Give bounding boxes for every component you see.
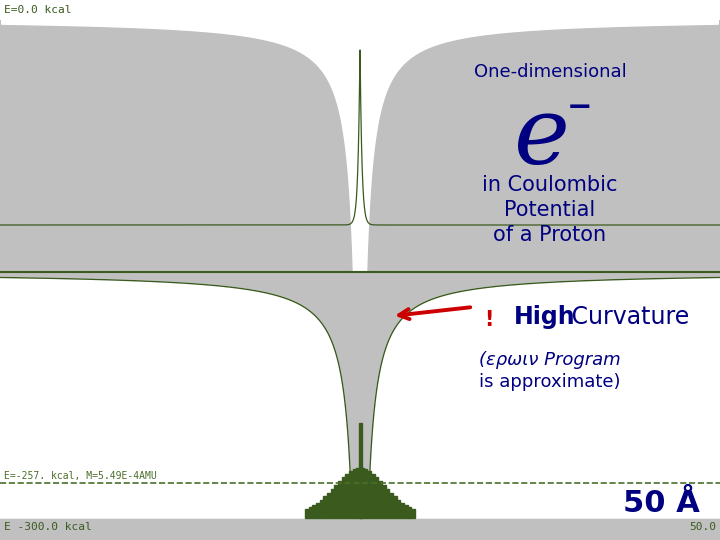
Bar	[0, 20, 720, 272]
Bar	[335, 485, 338, 518]
Text: (ερωιν Program: (ερωιν Program	[480, 351, 621, 369]
Text: −: −	[567, 93, 593, 123]
Polygon shape	[0, 20, 352, 272]
Bar	[0, 0, 720, 20]
Bar	[400, 503, 404, 518]
Bar	[312, 505, 316, 518]
Bar	[364, 469, 367, 518]
Bar	[379, 481, 382, 518]
Bar	[375, 477, 378, 518]
Bar	[356, 468, 360, 518]
Bar	[359, 423, 361, 518]
Bar	[382, 485, 385, 518]
Bar	[397, 500, 400, 518]
Bar	[320, 500, 323, 518]
Bar	[330, 489, 334, 518]
Bar	[412, 509, 415, 518]
Text: !: !	[485, 310, 494, 330]
Text: of a Proton: of a Proton	[493, 225, 606, 245]
Text: e: e	[514, 93, 570, 183]
Bar	[371, 474, 374, 518]
Bar	[353, 469, 356, 518]
Bar	[390, 493, 393, 518]
Bar	[393, 496, 397, 518]
Bar	[305, 509, 308, 518]
Bar	[386, 489, 390, 518]
Bar	[0, 272, 720, 518]
Text: in Coulombic: in Coulombic	[482, 175, 618, 195]
Text: One-dimensional: One-dimensional	[474, 63, 626, 81]
Polygon shape	[368, 20, 720, 272]
Text: E -300.0 kcal: E -300.0 kcal	[4, 522, 91, 532]
Bar	[0, 518, 720, 540]
Text: E=0.0 kcal: E=0.0 kcal	[4, 5, 71, 15]
Bar	[404, 505, 408, 518]
Bar	[346, 474, 349, 518]
Bar	[309, 507, 312, 518]
Text: 50 Å: 50 Å	[623, 489, 700, 517]
Bar	[367, 471, 371, 518]
Bar	[360, 468, 364, 518]
Text: 50.0: 50.0	[689, 522, 716, 532]
Polygon shape	[0, 278, 720, 518]
Text: E=-257. kcal, M=5.49E-4AMU: E=-257. kcal, M=5.49E-4AMU	[4, 471, 157, 481]
Bar	[342, 477, 345, 518]
Bar	[349, 471, 353, 518]
Text: High: High	[514, 305, 575, 329]
Bar	[338, 481, 341, 518]
Bar	[408, 507, 411, 518]
Text: is approximate): is approximate)	[480, 373, 621, 391]
Text: Potential: Potential	[505, 200, 595, 220]
Bar	[327, 493, 330, 518]
Bar	[316, 503, 320, 518]
Bar	[323, 496, 327, 518]
Text: Curvature: Curvature	[564, 305, 689, 329]
